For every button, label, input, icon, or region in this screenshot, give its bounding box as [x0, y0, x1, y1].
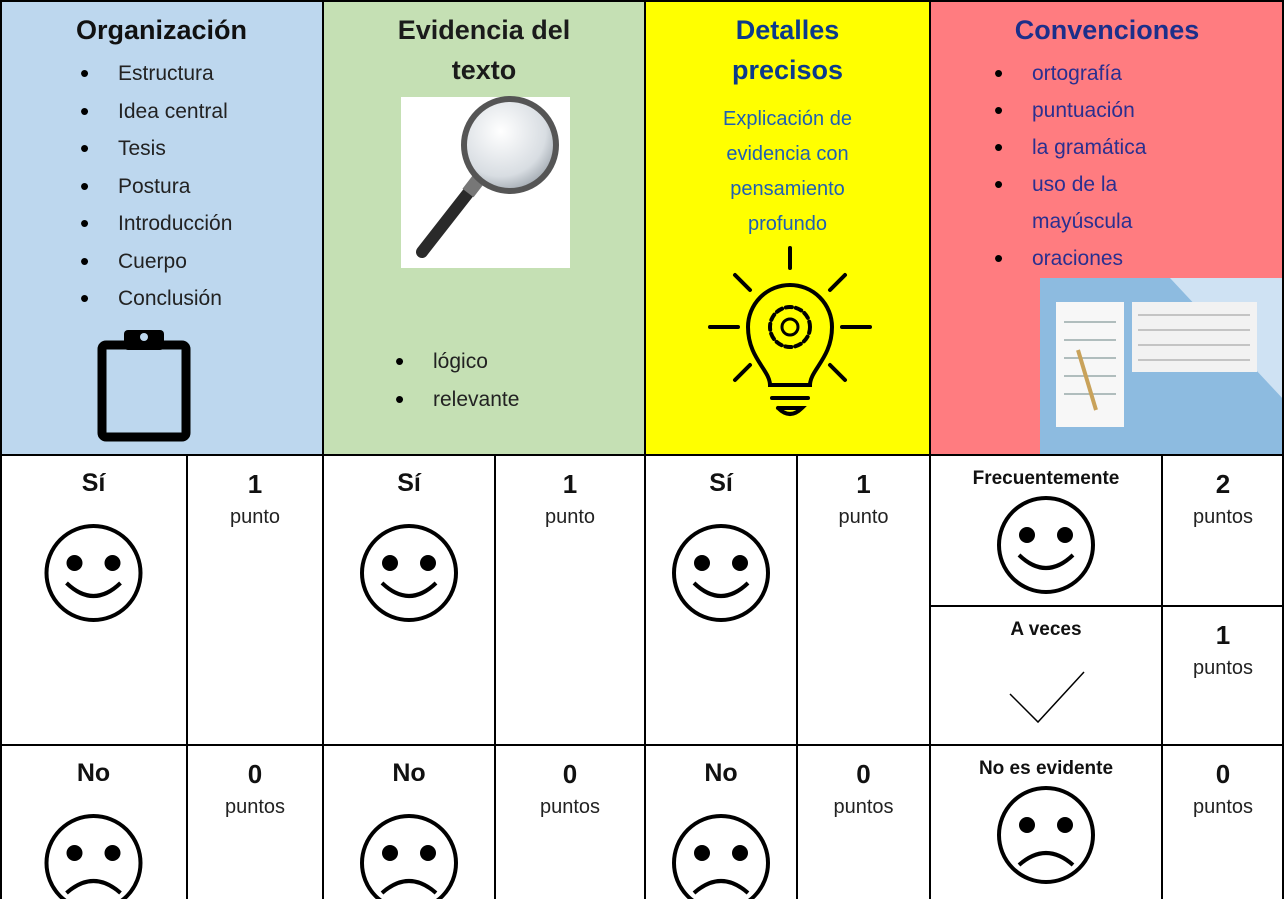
happy-face — [997, 496, 1095, 594]
face-eye — [382, 555, 398, 571]
face-outline — [997, 496, 1095, 594]
face-eye — [1057, 527, 1073, 543]
score-points: 1 — [247, 469, 263, 499]
column-title: Convenciones — [1014, 15, 1200, 45]
list-item: Cuerpo — [80, 243, 318, 280]
bg-detalles — [645, 0, 930, 455]
list-item: relevante — [395, 381, 633, 418]
score-points: 0 — [1215, 759, 1231, 789]
face-eye — [1019, 527, 1035, 543]
sad-face — [360, 814, 458, 899]
list-item: oraciones — [994, 240, 1182, 277]
face-outline — [997, 786, 1095, 884]
happy-face — [44, 524, 143, 622]
score-points: 0 — [247, 759, 263, 789]
face-outline — [44, 814, 143, 899]
face-outline — [672, 524, 770, 622]
score-unit: punto — [544, 506, 596, 528]
face-mouth — [1017, 553, 1075, 570]
list-item: Postura — [80, 168, 318, 205]
face-outline — [44, 524, 143, 622]
score-label: No — [704, 759, 738, 787]
score-label: No — [76, 759, 111, 787]
score-points: 1 — [1215, 620, 1231, 650]
face-eye — [1057, 817, 1073, 833]
sad-face — [672, 814, 770, 899]
sad-face — [997, 786, 1095, 884]
score-label: Sí — [81, 469, 106, 497]
column-title: Evidencia del texto — [397, 15, 571, 85]
score-points: 0 — [856, 759, 871, 789]
score-points: 2 — [1215, 469, 1231, 499]
list-item: Introducción — [80, 205, 318, 242]
score-label: Sí — [397, 469, 421, 497]
face-outline — [360, 524, 458, 622]
score-unit: puntos — [1192, 506, 1254, 528]
column-title: Organización — [75, 15, 248, 45]
face-eye — [694, 555, 710, 571]
list-item: Tesis — [80, 130, 318, 167]
face-eye — [420, 555, 436, 571]
sad-face — [44, 814, 143, 899]
list-item: Estructura — [80, 55, 318, 92]
score-unit: puntos — [833, 796, 894, 818]
clipboard-icon — [97, 330, 191, 442]
face-eye — [66, 555, 83, 571]
magnifier-icon — [401, 96, 570, 268]
face-mouth — [380, 581, 438, 598]
column-description: Explicación de evidencia con pensamiento… — [723, 108, 852, 235]
list-item: puntuación — [994, 92, 1182, 129]
score-label: No es evidente — [978, 758, 1114, 779]
happy-face — [360, 524, 458, 622]
face-mouth — [692, 879, 750, 895]
face-eye — [732, 555, 748, 571]
face-mouth — [380, 879, 438, 895]
score-label: No — [392, 759, 426, 787]
desk-photo — [1040, 278, 1284, 455]
face-outline — [360, 814, 458, 899]
happy-face — [672, 524, 770, 622]
list-item: Conclusión — [80, 280, 318, 317]
face-mouth — [65, 581, 122, 598]
face-mouth — [1017, 851, 1075, 867]
score-points: 1 — [856, 469, 871, 499]
score-points: 1 — [562, 469, 578, 499]
score-unit: puntos — [1192, 796, 1254, 818]
list-item: Idea central — [80, 93, 318, 130]
face-eye — [694, 845, 710, 861]
face-outline — [672, 814, 770, 899]
face-eye — [1019, 817, 1035, 833]
score-unit: punto — [838, 506, 889, 528]
lightbulb-icon — [708, 246, 872, 416]
score-label: A veces — [1010, 619, 1082, 640]
score-unit: punto — [229, 506, 281, 528]
list-item: la gramática — [994, 129, 1182, 166]
face-eye — [732, 845, 748, 861]
score-unit: puntos — [539, 796, 601, 818]
score-points: 0 — [562, 759, 578, 789]
score-unit: puntos — [224, 796, 286, 818]
face-eye — [104, 555, 121, 571]
check-mark — [1009, 671, 1085, 724]
face-eye — [420, 845, 436, 861]
face-mouth — [65, 879, 122, 895]
face-mouth — [692, 581, 750, 598]
column-title: Detalles precisos — [731, 15, 844, 85]
score-label: Sí — [709, 469, 733, 497]
list-item: lógico — [395, 343, 633, 380]
face-eye — [382, 845, 398, 861]
face-eye — [104, 845, 121, 861]
list-item: uso de la mayúscula — [994, 166, 1182, 240]
score-unit: puntos — [1192, 657, 1254, 679]
list-item: ortografía — [994, 55, 1182, 92]
face-eye — [66, 845, 83, 861]
score-label: Frecuentemente — [972, 468, 1120, 489]
